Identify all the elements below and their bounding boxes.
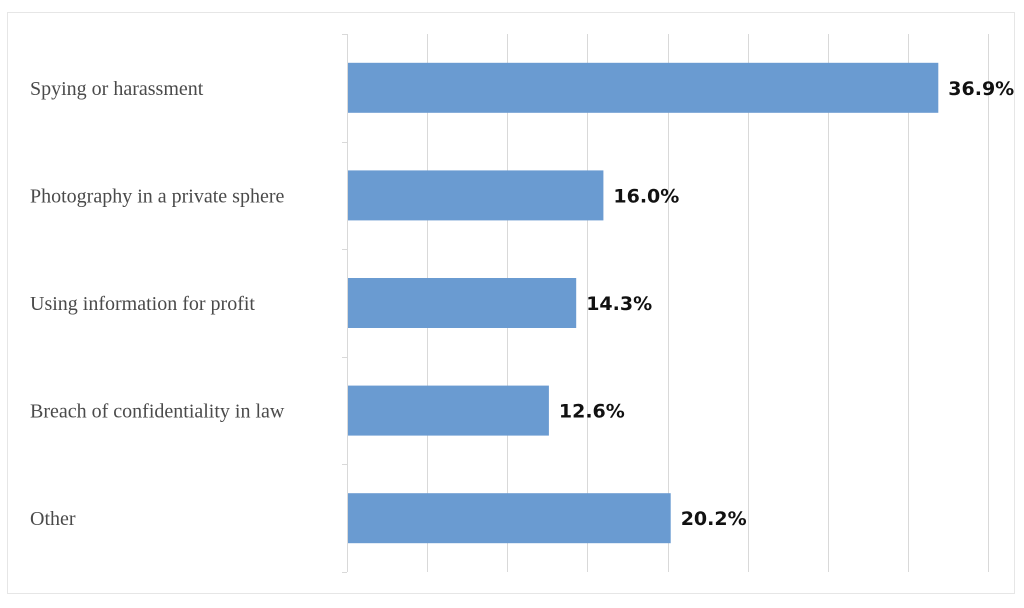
data-label: 20.2% bbox=[681, 508, 747, 530]
category-label: Photography in a private sphere bbox=[30, 185, 284, 207]
category-label: Other bbox=[30, 508, 76, 530]
data-label: 14.3% bbox=[586, 293, 652, 315]
category-label: Using information for profit bbox=[30, 293, 255, 315]
data-label: 36.9% bbox=[948, 78, 1014, 100]
bar bbox=[348, 385, 549, 436]
data-label: 16.0% bbox=[613, 185, 679, 207]
bar bbox=[348, 493, 671, 544]
category-label: Breach of confidentiality in law bbox=[30, 401, 285, 423]
data-label: 12.6% bbox=[559, 401, 625, 423]
bar bbox=[348, 278, 577, 328]
bar bbox=[348, 62, 939, 113]
category-label: Spying or harassment bbox=[30, 78, 204, 100]
bar bbox=[348, 170, 604, 221]
